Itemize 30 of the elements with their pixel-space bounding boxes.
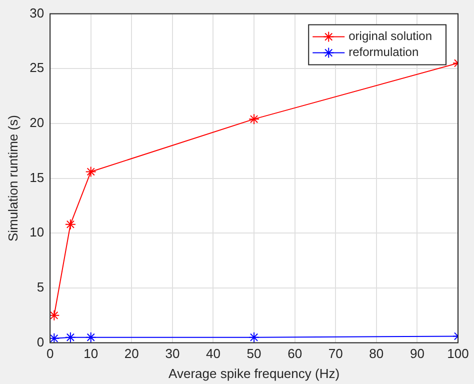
- point: [50, 332, 60, 343]
- x-tick-label: 100: [447, 346, 469, 362]
- x-tick-label: 40: [206, 346, 220, 362]
- point: [50, 310, 60, 321]
- legend-label: original solution: [348, 29, 432, 44]
- y-tick-label: 10: [30, 224, 44, 240]
- y-tick-label: 15: [30, 170, 44, 185]
- y-tick-label: 0: [36, 334, 44, 350]
- x-tick-label: 70: [328, 346, 343, 362]
- x-tick-label: 0: [46, 346, 54, 362]
- y-tick-label: 20: [30, 115, 44, 130]
- point: [248, 332, 260, 343]
- x-axis-title: Average spike frequency (Hz): [168, 366, 340, 381]
- x-tick-label: 10: [84, 346, 98, 362]
- x-tick-label: 80: [369, 346, 384, 362]
- point: [248, 114, 260, 125]
- x-tick-label: 60: [288, 346, 302, 362]
- point: [64, 332, 76, 343]
- y-axis-title: Simulation runtime (s): [5, 115, 20, 242]
- y-tick-label: 30: [30, 5, 44, 20]
- x-tick-label: 50: [246, 346, 262, 362]
- point: [64, 218, 76, 230]
- y-tick-label: 25: [30, 60, 44, 76]
- legend-label: reformulation: [348, 45, 419, 60]
- y-tick-label: 5: [36, 280, 44, 295]
- x-tick-label: 90: [410, 346, 424, 362]
- point: [85, 166, 96, 178]
- x-tick-label: 20: [124, 346, 139, 362]
- point: [85, 332, 96, 343]
- x-tick-label: 30: [165, 346, 180, 362]
